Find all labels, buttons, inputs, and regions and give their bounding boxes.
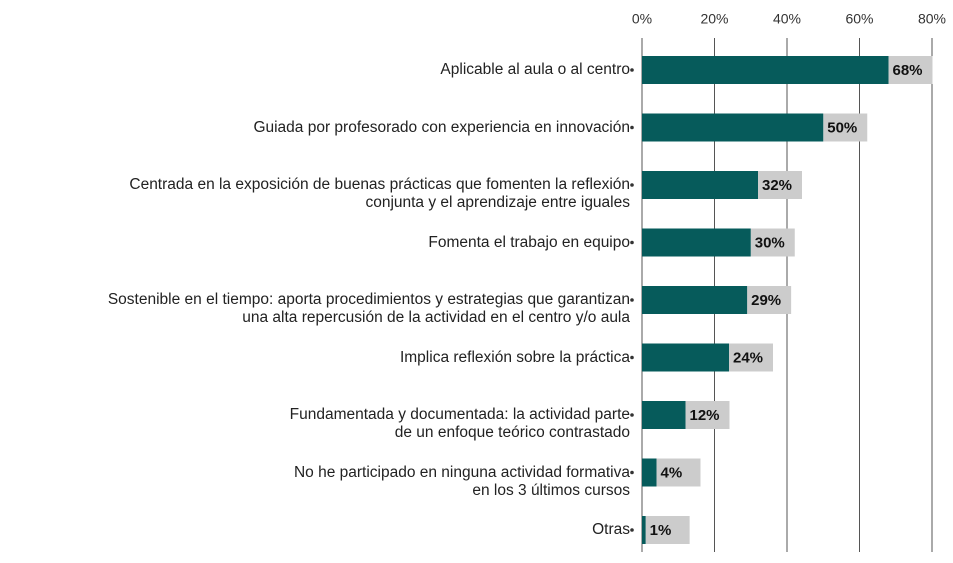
x-tick-label: 20%: [700, 11, 728, 27]
value-label: 30%: [755, 234, 785, 251]
label-box: [645, 516, 690, 544]
bar: [642, 458, 657, 487]
bar: [642, 228, 751, 257]
label-box: [656, 458, 701, 487]
bar: [642, 516, 646, 544]
bar: [642, 286, 748, 314]
category-label: Fundamentada y documentada: la actividad…: [289, 406, 630, 441]
bullet: [630, 68, 634, 72]
bullet: [630, 125, 634, 130]
bar: [642, 56, 889, 84]
bar: [642, 171, 758, 199]
value-label: 24%: [733, 349, 763, 366]
category-label: Aplicable al aula o al centro: [440, 61, 630, 78]
category-label: Fomenta el trabajo en equipo: [428, 233, 630, 251]
bar: [642, 113, 824, 142]
value-label: 68%: [893, 62, 923, 79]
value-label: 12%: [690, 407, 720, 424]
value-label: 4%: [661, 464, 683, 481]
category-label: Centrada en la exposición de buenas prác…: [129, 176, 630, 211]
label-box: [888, 56, 933, 84]
bullet: [630, 298, 634, 302]
label-box: [750, 228, 795, 257]
x-tick-label: 60%: [845, 11, 873, 27]
bullet: [630, 528, 634, 532]
category-label: No he participado en ninguna actividad f…: [293, 463, 630, 499]
label-box: [747, 286, 792, 314]
value-label: 1%: [650, 522, 672, 539]
label-box: [685, 401, 730, 429]
label-box: [729, 343, 773, 372]
x-tick-label: 40%: [773, 11, 801, 27]
x-tick-label: 80%: [918, 11, 946, 27]
category-label: Guiada por profesorado con experiencia e…: [253, 118, 630, 136]
label-box: [758, 171, 802, 199]
label-box: [823, 113, 868, 142]
bullet: [630, 240, 634, 245]
bar: [642, 401, 686, 429]
category-label: Implica reflexión sobre la práctica: [399, 348, 630, 366]
bullet: [630, 413, 634, 417]
value-label: 32%: [762, 177, 792, 194]
bar: [642, 343, 729, 372]
category-label: Sostenible en el tiempo: aporta procedim…: [107, 291, 630, 326]
x-tick-label: 0%: [632, 11, 652, 27]
category-label: Otras: [592, 521, 630, 538]
value-label: 50%: [827, 119, 857, 136]
bullet: [630, 355, 634, 360]
bullet: [630, 470, 634, 475]
value-label: 29%: [751, 292, 781, 309]
bullet: [630, 183, 634, 187]
